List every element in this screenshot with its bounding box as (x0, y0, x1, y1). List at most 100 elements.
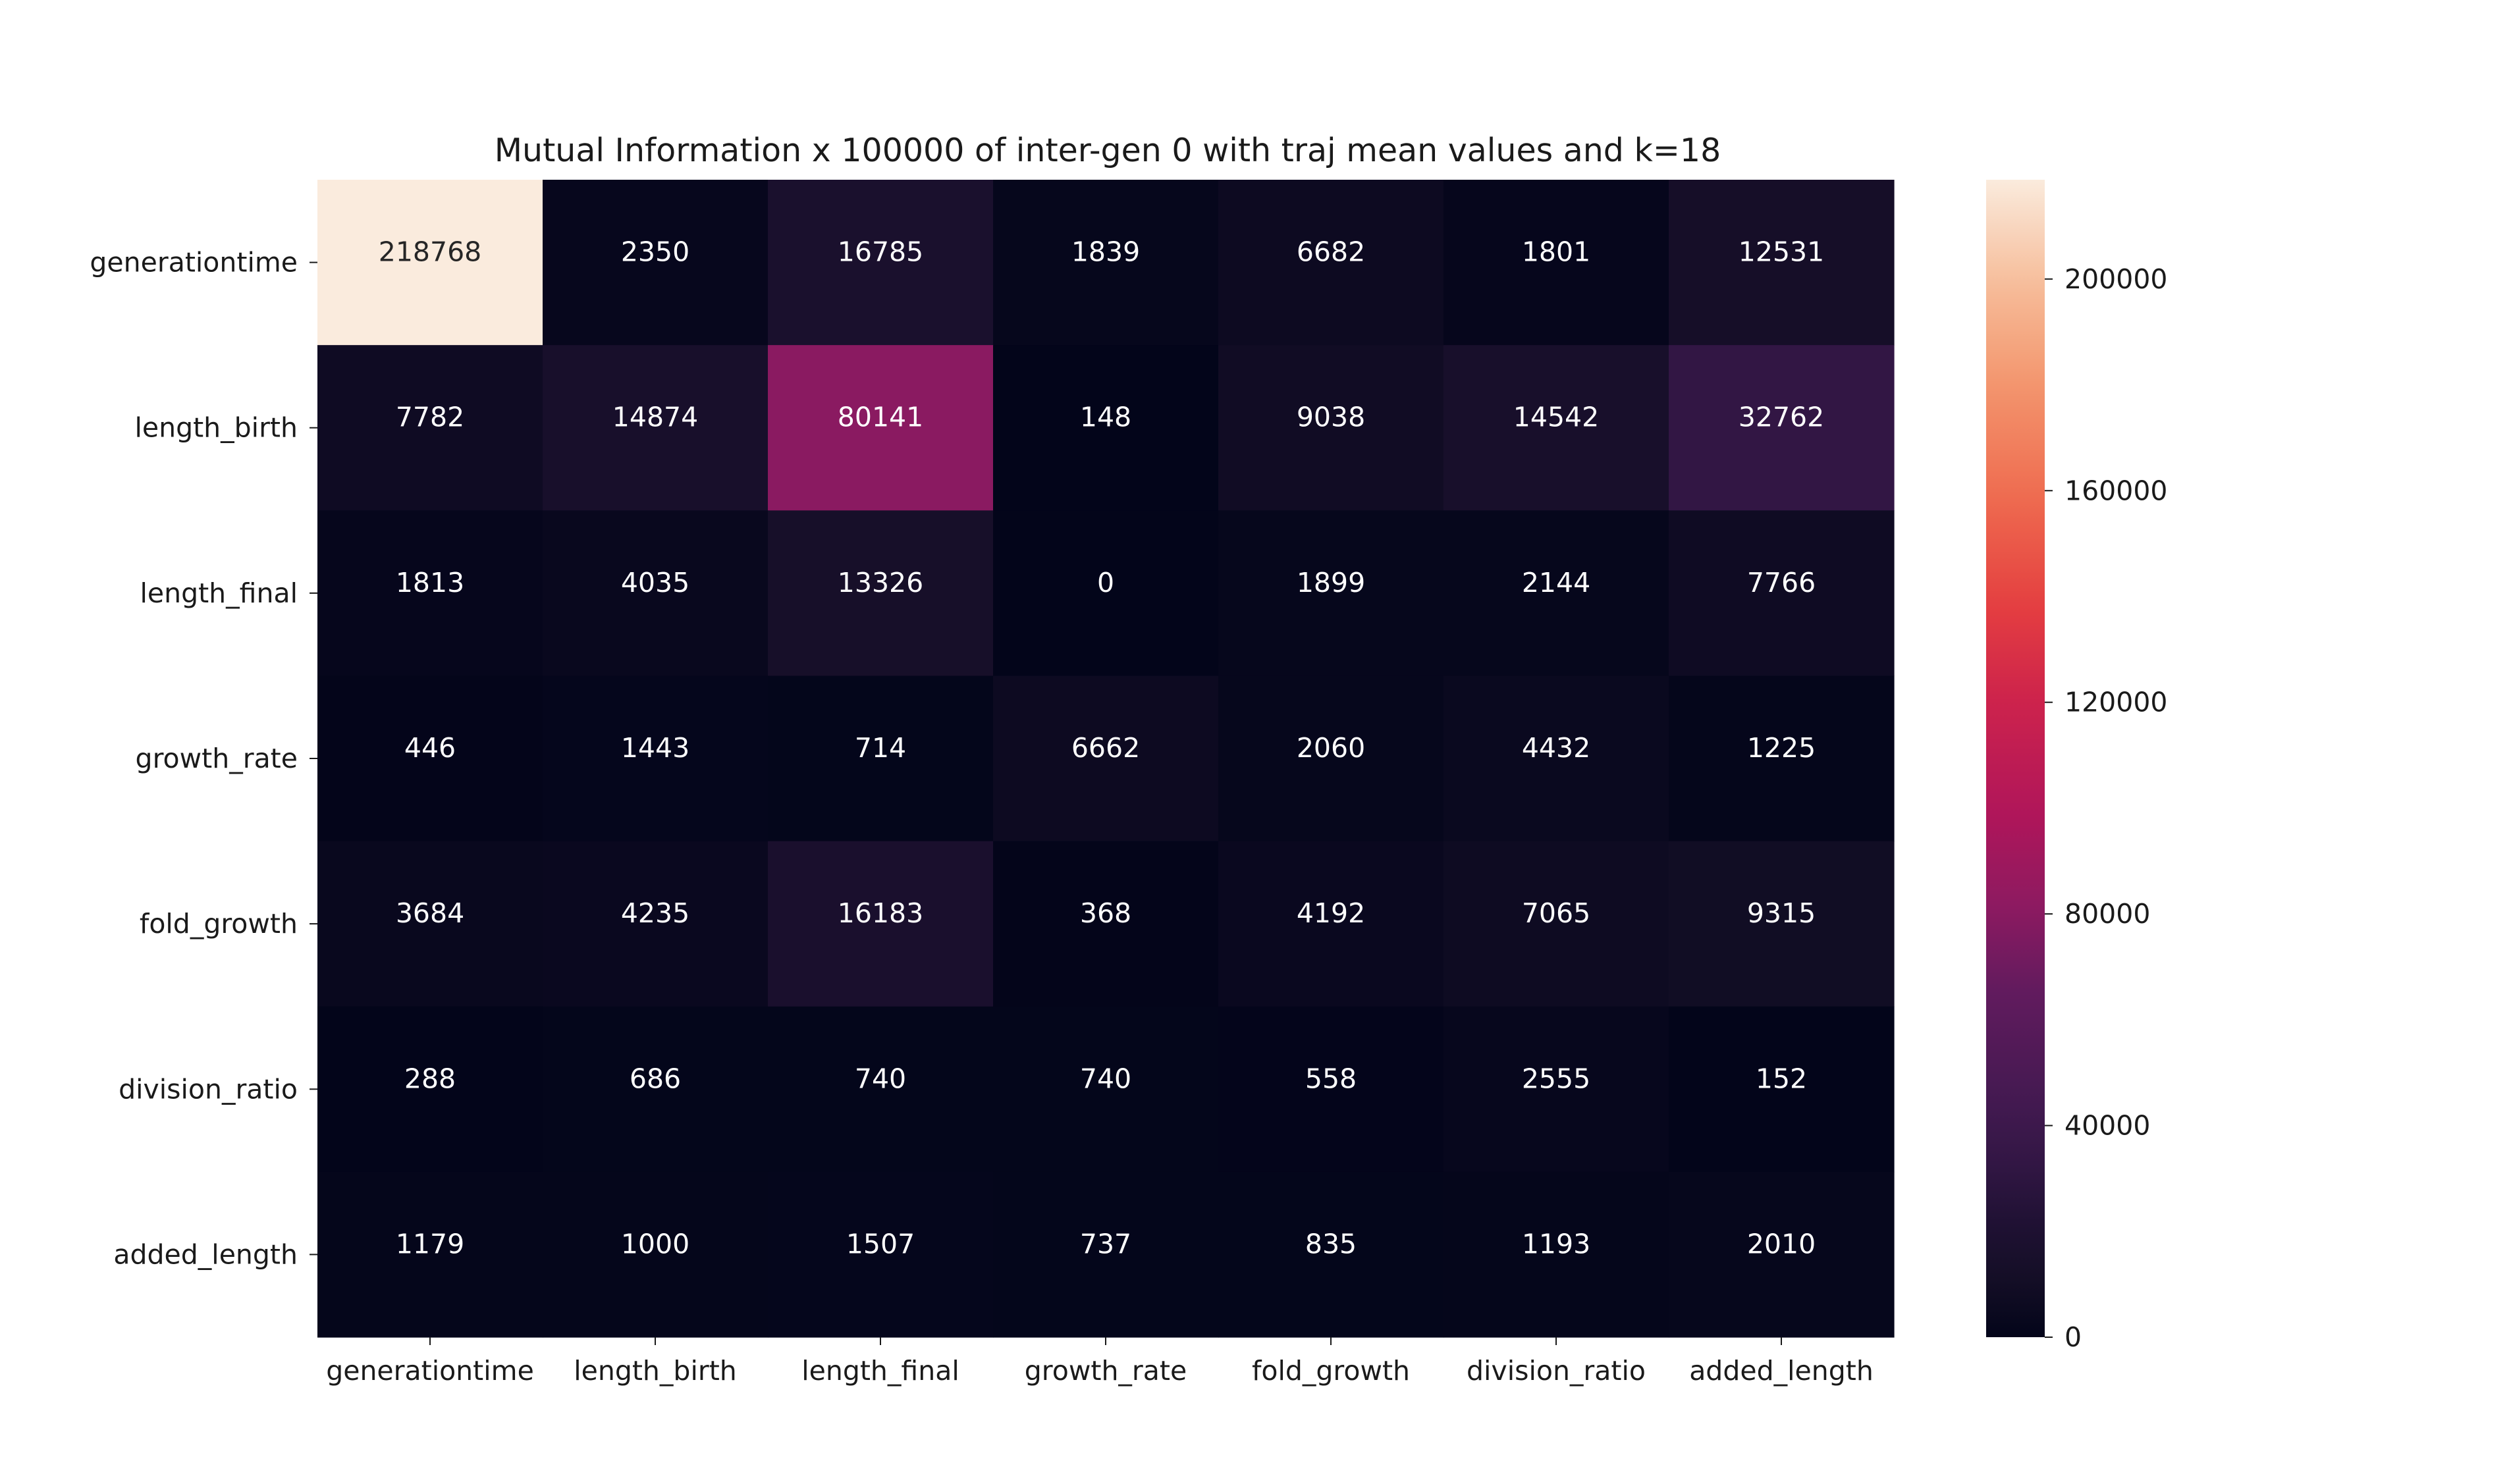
heatmap-cell (543, 510, 769, 677)
heatmap-cell (1669, 510, 1895, 677)
heatmap-cell (1218, 1006, 1444, 1173)
heatmap-cell (768, 180, 994, 346)
x-tick-label: length_birth (574, 1355, 737, 1387)
heatmap-cell (768, 1171, 994, 1338)
cell-value-label: 2350 (621, 236, 689, 268)
y-tick-label: length_final (140, 577, 298, 609)
cell-value-label: 1179 (396, 1228, 464, 1259)
heatmap-cell (768, 676, 994, 842)
heatmap-cell (768, 841, 994, 1007)
cell-value-label: 7065 (1522, 897, 1590, 929)
cell-value-label: 1839 (1071, 236, 1140, 268)
x-tick-label: generationtime (326, 1355, 534, 1387)
heatmap-cell (1443, 180, 1669, 346)
heatmap-cell (1218, 841, 1444, 1007)
heatmap-cell (993, 345, 1219, 511)
heatmap-cell (1218, 676, 1444, 842)
x-tick-label: length_final (801, 1355, 959, 1387)
cell-value-label: 288 (404, 1063, 456, 1094)
heatmap-cell (317, 180, 543, 346)
x-tick-label: fold_growth (1252, 1355, 1410, 1387)
x-tick-label: division_ratio (1467, 1355, 1646, 1387)
cell-value-label: 2010 (1747, 1228, 1816, 1259)
cell-value-label: 740 (855, 1063, 906, 1094)
heatmap-cell (543, 841, 769, 1007)
heatmap-cell (993, 676, 1219, 842)
cell-value-label: 2144 (1522, 567, 1590, 598)
y-tick-label: growth_rate (136, 743, 298, 774)
cell-value-label: 368 (1080, 897, 1131, 929)
colorbar-tick-label: 40000 (2064, 1110, 2150, 1142)
cell-value-label: 4432 (1522, 732, 1590, 764)
y-tick-label: length_birth (134, 412, 298, 444)
heatmap-cell (1669, 180, 1895, 346)
colorbar-tick-label: 0 (2064, 1321, 2082, 1353)
cell-value-label: 558 (1305, 1063, 1357, 1094)
heatmap-cell (1443, 1171, 1669, 1338)
cell-value-label: 6662 (1071, 732, 1140, 764)
cell-value-label: 12531 (1739, 236, 1824, 268)
y-tick-label: fold_growth (140, 908, 298, 940)
heatmap-cell (317, 510, 543, 677)
heatmap-cell (1669, 676, 1895, 842)
cell-value-label: 686 (630, 1063, 681, 1094)
heatmap-cell (1443, 510, 1669, 677)
heatmap-cell (543, 1171, 769, 1338)
cell-value-label: 7782 (396, 402, 464, 433)
cell-value-label: 14542 (1513, 402, 1599, 433)
cell-value-label: 9315 (1747, 897, 1816, 929)
colorbar-gradient (1986, 180, 2045, 1337)
cell-value-label: 16785 (838, 236, 923, 268)
cell-value-label: 148 (1080, 402, 1131, 433)
heatmap-cell (317, 345, 543, 511)
cell-value-label: 2555 (1522, 1063, 1590, 1094)
y-tick-label: generationtime (90, 247, 298, 278)
heatmap-cell (1218, 345, 1444, 511)
heatmap-cell (993, 1171, 1219, 1338)
heatmap-cell (1669, 1171, 1895, 1338)
heatmap-cell (1669, 1006, 1895, 1173)
cell-value-label: 1899 (1297, 567, 1365, 598)
cell-value-label: 16183 (838, 897, 923, 929)
cell-value-label: 0 (1097, 567, 1114, 598)
cell-value-label: 13326 (838, 567, 923, 598)
cell-value-label: 740 (1080, 1063, 1131, 1094)
colorbar-tick-label: 160000 (2064, 475, 2168, 506)
cell-value-label: 218768 (379, 236, 482, 268)
heatmap-cell (768, 1006, 994, 1173)
cell-value-label: 1225 (1747, 732, 1816, 764)
cell-value-label: 3684 (396, 897, 464, 929)
heatmap-cell (993, 510, 1219, 677)
colorbar-tick-label: 80000 (2064, 898, 2150, 930)
cell-value-label: 14874 (612, 402, 698, 433)
colorbar: 0 40000 80000 120000 160000 200000 (1986, 180, 2168, 1353)
cell-value-label: 4192 (1297, 897, 1365, 929)
cell-value-label: 4035 (621, 567, 689, 598)
heatmap-cell (1669, 345, 1895, 511)
cell-value-label: 737 (1080, 1228, 1131, 1259)
colorbar-tick-label: 120000 (2064, 687, 2168, 718)
heatmap-cell (768, 510, 994, 677)
heatmap-cell (543, 1006, 769, 1173)
cell-value-label: 1443 (621, 732, 689, 764)
chart-title: Mutual Information x 100000 of inter-gen… (495, 132, 1721, 169)
cell-value-label: 714 (855, 732, 906, 764)
heatmap-cell (543, 345, 769, 511)
heatmap-cell (1218, 1171, 1444, 1338)
cell-value-label: 9038 (1297, 402, 1365, 433)
heatmap-cell (993, 1006, 1219, 1173)
x-tick-label: growth_rate (1025, 1355, 1187, 1387)
x-tick-label: added_length (1689, 1355, 1874, 1387)
heatmap-cell (1669, 841, 1895, 1007)
heatmap-cell (1443, 676, 1669, 842)
heatmap-cell (1443, 345, 1669, 511)
cell-value-label: 6682 (1297, 236, 1365, 268)
cell-value-label: 1193 (1522, 1228, 1590, 1259)
cell-value-label: 835 (1305, 1228, 1357, 1259)
heatmap-cell (993, 180, 1219, 346)
cell-value-label: 80141 (838, 402, 923, 433)
cell-value-label: 446 (404, 732, 456, 764)
